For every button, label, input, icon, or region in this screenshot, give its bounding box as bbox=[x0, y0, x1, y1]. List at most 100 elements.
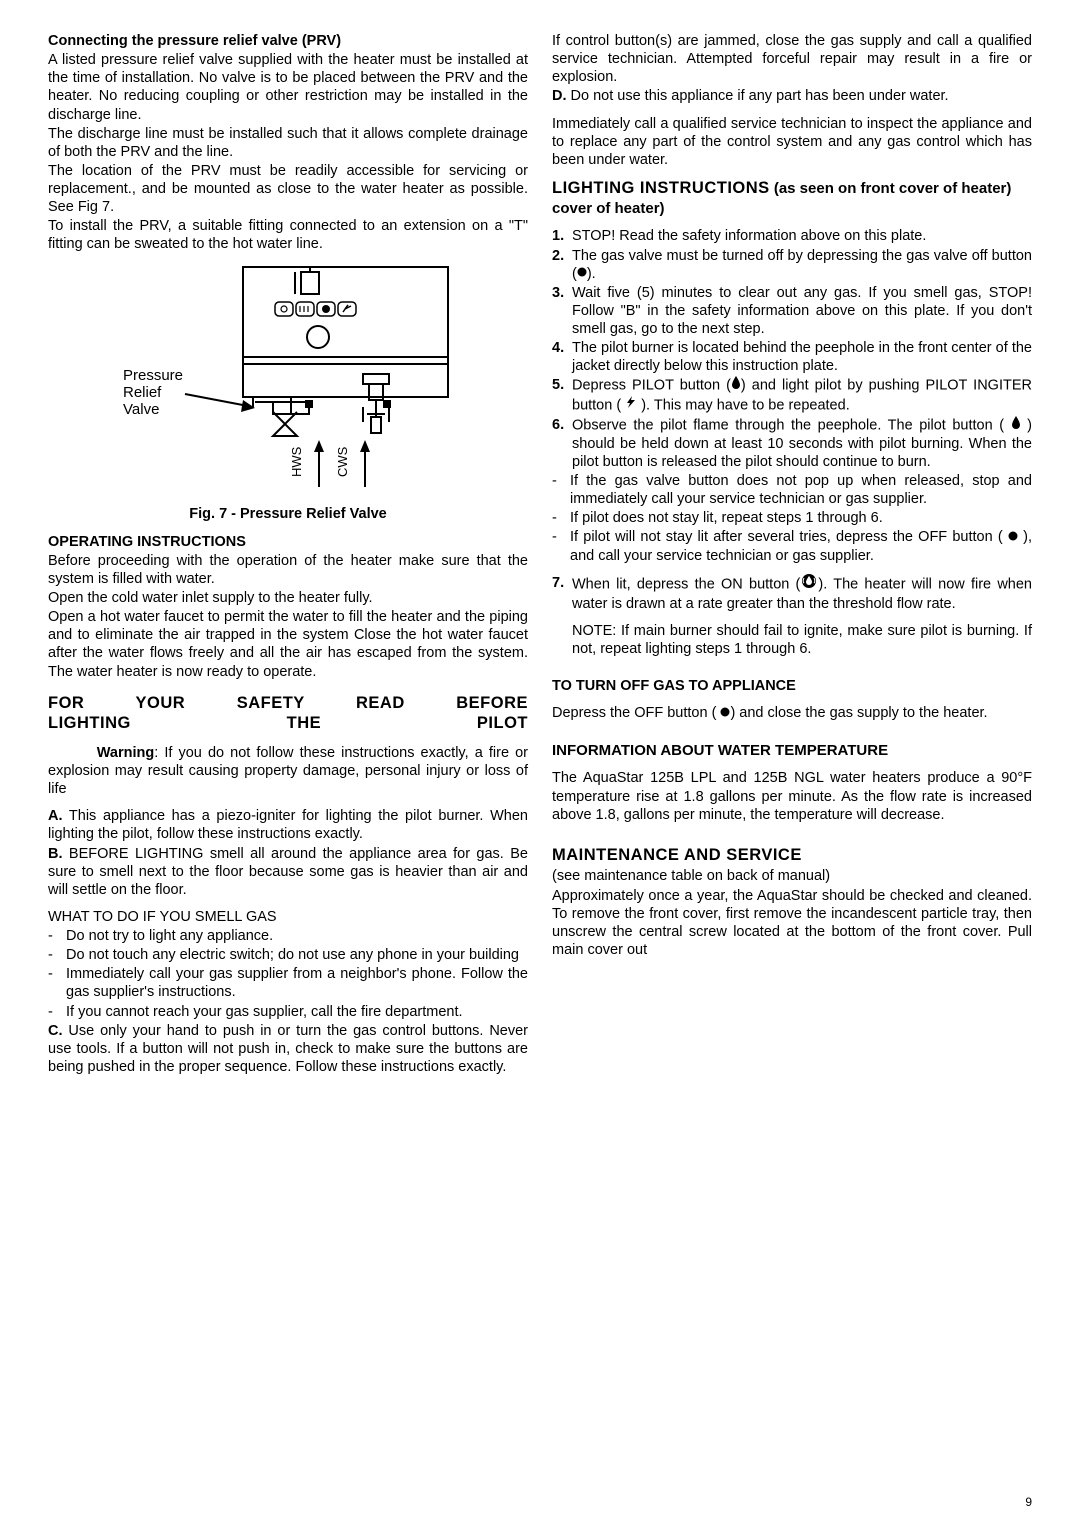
smell-item-text: If you cannot reach your gas supplier, c… bbox=[66, 1003, 528, 1021]
op-p3: Open a hot water faucet to permit the wa… bbox=[48, 608, 528, 681]
maint-sub: (see maintenance table on back of manual… bbox=[552, 867, 1032, 885]
right-column: If control button(s) are jammed, close t… bbox=[552, 32, 1032, 1077]
item-b: B. BEFORE LIGHTING smell all around the … bbox=[48, 845, 528, 899]
step-item: 6.Observe the pilot flame through the pe… bbox=[552, 416, 1032, 471]
subnote-text: If pilot will not stay lit after several… bbox=[570, 528, 1032, 564]
list-item: -If pilot does not stay lit, repeat step… bbox=[552, 509, 1032, 527]
step-num: 4. bbox=[552, 339, 572, 375]
figure-7: HWS CWS Pressure Relief Valve bbox=[48, 262, 528, 497]
step-item: 1.STOP! Read the safety information abov… bbox=[552, 227, 1032, 245]
step7-list: 7.When lit, depress the ON button (). Th… bbox=[552, 574, 1032, 613]
prv-p1: A listed pressure relief valve supplied … bbox=[48, 51, 528, 124]
step-text: Observe the pilot flame through the peep… bbox=[572, 416, 1032, 471]
dash-icon: - bbox=[48, 965, 66, 1001]
step-num: 5. bbox=[552, 376, 572, 414]
a-label: A. bbox=[48, 808, 63, 824]
call-p: Immediately call a qualified service tec… bbox=[552, 115, 1032, 169]
prv-p4: To install the PRV, a suitable fitting c… bbox=[48, 217, 528, 253]
maint-heading: MAINTENANCE AND SERVICE bbox=[552, 845, 1032, 866]
prv-heading: Connecting the pressure relief valve (PR… bbox=[48, 32, 528, 50]
dash-icon: - bbox=[552, 472, 570, 508]
c-label: C. bbox=[48, 1023, 63, 1039]
page-number: 9 bbox=[1025, 1495, 1032, 1510]
step-num: 6. bbox=[552, 416, 572, 471]
left-column: Connecting the pressure relief valve (PR… bbox=[48, 32, 528, 1077]
turnoff-p: Depress the OFF button ( ) and close the… bbox=[552, 704, 1032, 722]
list-item: -Do not touch any electric switch; do no… bbox=[48, 946, 528, 964]
list-item: -If you cannot reach your gas supplier, … bbox=[48, 1003, 528, 1021]
step-text: The pilot burner is located behind the p… bbox=[572, 339, 1032, 375]
lighting-subnotes: -If the gas valve button does not pop up… bbox=[552, 472, 1032, 565]
operating-heading: OPERATING INSTRUCTIONS bbox=[48, 533, 528, 551]
drop-icon bbox=[731, 375, 741, 394]
subnote-text: If the gas valve button does not pop up … bbox=[570, 472, 1032, 508]
step-num: 3. bbox=[552, 284, 572, 338]
smell-heading: WHAT TO DO IF YOU SMELL GAS bbox=[48, 908, 528, 926]
step-item: 7.When lit, depress the ON button (). Th… bbox=[552, 574, 1032, 613]
item-a: A. This appliance has a piezo-igniter fo… bbox=[48, 807, 528, 843]
maint-p: Approximately once a year, the AquaStar … bbox=[552, 887, 1032, 960]
safety-heading: FOR YOUR SAFETY READ BEFORELIGHTING THE … bbox=[48, 693, 528, 734]
lighting-heading-line: LIGHTING INSTRUCTIONS (as seen on front … bbox=[552, 178, 1032, 199]
step-text: Depress PILOT button () and light pilot … bbox=[572, 376, 1032, 414]
step-text: The gas valve must be turned off by depr… bbox=[572, 247, 1032, 283]
svg-text:Valve: Valve bbox=[123, 401, 159, 418]
cover-heater-text: cover of heater) bbox=[552, 200, 1032, 219]
list-item: -Do not try to light any appliance. bbox=[48, 927, 528, 945]
b-label: B. bbox=[48, 846, 63, 862]
smell-item-text: Do not try to light any appliance. bbox=[66, 927, 528, 945]
bolt-icon bbox=[625, 395, 637, 414]
c-text: Use only your hand to push in or turn th… bbox=[48, 1023, 528, 1075]
prv-p3: The location of the PRV must be readily … bbox=[48, 162, 528, 216]
dot-icon bbox=[577, 264, 587, 282]
svg-text:CWS: CWS bbox=[335, 446, 350, 477]
smell-item-text: Immediately call your gas supplier from … bbox=[66, 965, 528, 1001]
svg-text:HWS: HWS bbox=[289, 446, 304, 477]
op-p1: Before proceeding with the operation of … bbox=[48, 552, 528, 588]
warning-p: Warning: If you do not follow these inst… bbox=[48, 744, 528, 798]
smell-item-text: Do not touch any electric switch; do not… bbox=[66, 946, 528, 964]
b-text: BEFORE LIGHTING smell all around the app… bbox=[48, 846, 528, 898]
dash-icon: - bbox=[48, 1003, 66, 1021]
drop-icon bbox=[1011, 415, 1021, 434]
step-item: 4.The pilot burner is located behind the… bbox=[552, 339, 1032, 375]
dash-icon: - bbox=[48, 927, 66, 945]
step-num: 1. bbox=[552, 227, 572, 245]
step-num: 2. bbox=[552, 247, 572, 283]
lighting-sub: (as seen on front cover of heater) bbox=[770, 180, 1012, 197]
svg-text:Pressure: Pressure bbox=[123, 367, 183, 384]
item-c: C. Use only your hand to push in or turn… bbox=[48, 1022, 528, 1076]
smell-list: -Do not try to light any appliance. -Do … bbox=[48, 927, 528, 1021]
step-item: 5.Depress PILOT button () and light pilo… bbox=[552, 376, 1032, 414]
step-text: Wait five (5) minutes to clear out any g… bbox=[572, 284, 1032, 338]
subnote-text: If pilot does not stay lit, repeat steps… bbox=[570, 509, 1032, 527]
step-item: 2.The gas valve must be turned off by de… bbox=[552, 247, 1032, 283]
fig7-caption: Fig. 7 - Pressure Relief Valve bbox=[48, 505, 528, 523]
lighting-heading: LIGHTING INSTRUCTIONS bbox=[552, 179, 770, 197]
lighting-note: NOTE: If main burner should fail to igni… bbox=[552, 622, 1032, 658]
svg-text:Relief: Relief bbox=[123, 384, 162, 401]
list-item: -Immediately call your gas supplier from… bbox=[48, 965, 528, 1001]
dot-icon bbox=[1008, 528, 1018, 546]
prv-p2: The discharge line must be installed suc… bbox=[48, 125, 528, 161]
list-item: -If the gas valve button does not pop up… bbox=[552, 472, 1032, 508]
list-item: -If pilot will not stay lit after severa… bbox=[552, 528, 1032, 564]
step-text: STOP! Read the safety information above … bbox=[572, 227, 1032, 245]
d-label: D. bbox=[552, 88, 567, 104]
a-text: This appliance has a piezo-igniter for l… bbox=[48, 808, 528, 842]
d-text: Do not use this appliance if any part ha… bbox=[567, 88, 949, 104]
flame-icon bbox=[800, 573, 818, 594]
temp-heading: INFORMATION ABOUT WATER TEMPERATURE bbox=[552, 742, 1032, 761]
dash-icon: - bbox=[552, 528, 570, 564]
temp-p: The AquaStar 125B LPL and 125B NGL water… bbox=[552, 769, 1032, 823]
item-d: D. Do not use this appliance if any part… bbox=[552, 87, 1032, 105]
dash-icon: - bbox=[552, 509, 570, 527]
turnoff-heading: TO TURN OFF GAS TO APPLIANCE bbox=[552, 677, 1032, 695]
step-text: When lit, depress the ON button (). The … bbox=[572, 574, 1032, 613]
op-p2: Open the cold water inlet supply to the … bbox=[48, 589, 528, 607]
step-num: 7. bbox=[552, 574, 572, 613]
dot-icon bbox=[720, 704, 730, 722]
dash-icon: - bbox=[48, 946, 66, 964]
warning-label: Warning bbox=[97, 745, 154, 761]
prv-diagram-svg: HWS CWS Pressure Relief Valve bbox=[123, 262, 453, 497]
